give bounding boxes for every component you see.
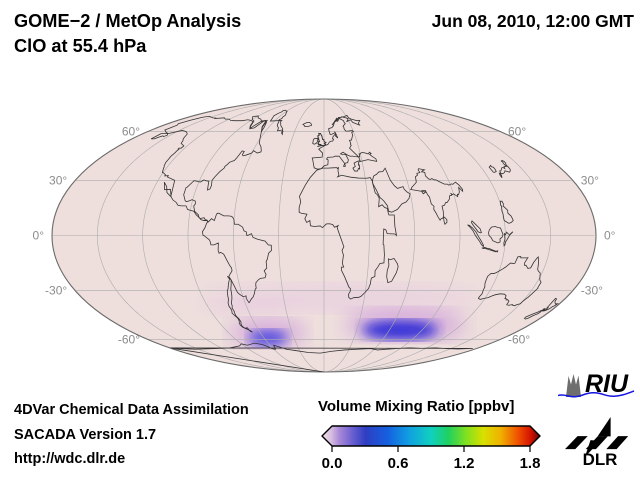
svg-text:0°: 0° [33,229,45,243]
svg-text:1.8: 1.8 [520,455,541,472]
svg-text:-30°: -30° [45,284,67,298]
svg-text:-60°: -60° [118,333,140,347]
svg-text:-30°: -30° [581,284,603,298]
svg-text:-60°: -60° [508,333,530,347]
svg-text:60°: 60° [122,124,140,138]
svg-text:1.2: 1.2 [454,455,475,472]
svg-text:0.0: 0.0 [322,455,343,472]
svg-text:0.6: 0.6 [388,455,409,472]
svg-text:RIU: RIU [585,370,629,398]
svg-text:DLR: DLR [583,450,618,469]
svg-text:30°: 30° [49,173,67,187]
svg-text:60°: 60° [508,124,526,138]
svg-text:30°: 30° [581,173,599,187]
svg-text:0°: 0° [604,229,616,243]
